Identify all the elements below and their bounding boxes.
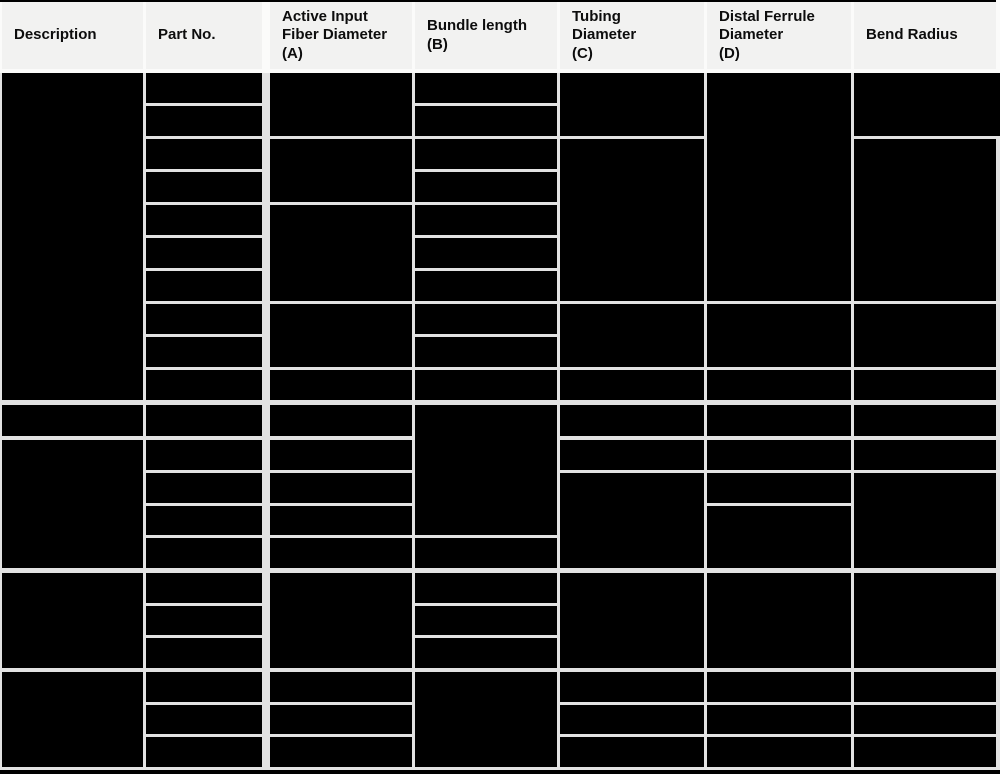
redacted-cell (2, 73, 143, 400)
redacted-cell (854, 73, 1000, 136)
redacted-cell (854, 704, 996, 735)
redacted-cell (707, 440, 851, 470)
redacted-cell (415, 304, 557, 334)
redacted-cell (270, 205, 412, 301)
redacted-cell (560, 472, 704, 568)
redacted-cell (270, 573, 412, 668)
redacted-cell (707, 370, 851, 400)
redacted-cell (415, 139, 557, 169)
redacted-cell (560, 671, 704, 702)
column-header-bend-radius: Bend Radius (854, 0, 996, 69)
redacted-cell (270, 139, 412, 202)
redacted-cell (146, 538, 262, 568)
redacted-cell (270, 405, 412, 436)
redacted-cell (146, 271, 262, 301)
redacted-cell (270, 472, 412, 503)
column-header-part-no: Part No. (146, 0, 262, 69)
redacted-cell (146, 205, 262, 235)
redacted-cell (560, 440, 704, 470)
redacted-cell (270, 704, 412, 735)
redacted-cell (146, 405, 262, 436)
redacted-cell (270, 370, 412, 400)
redacted-cell (854, 304, 996, 367)
redacted-cell (707, 573, 851, 668)
redacted-cell (560, 704, 704, 735)
redacted-cell (2, 405, 143, 436)
redacted-cell (146, 238, 262, 268)
redacted-cell (415, 271, 557, 301)
redacted-cell (854, 472, 996, 568)
table-bottom-border (0, 769, 1000, 774)
redacted-cell (146, 505, 262, 536)
redacted-cell (854, 370, 996, 400)
redacted-cell (854, 573, 996, 668)
column-header-tubing-diameter: Tubing Diameter (C) (560, 0, 704, 69)
redacted-cell (146, 73, 262, 103)
redacted-cell (146, 472, 262, 503)
redacted-cell (2, 440, 143, 568)
redacted-cell (415, 172, 557, 202)
redacted-cell (146, 605, 262, 636)
redacted-cell (146, 671, 262, 702)
redacted-cell (146, 440, 262, 470)
redacted-cell (560, 573, 704, 668)
redacted-cell (415, 337, 557, 367)
redacted-cell (146, 172, 262, 202)
redacted-cell (854, 139, 996, 301)
redacted-cell (560, 405, 704, 436)
redacted-cell (707, 671, 851, 702)
redacted-cell (2, 573, 143, 668)
redacted-cell (707, 737, 851, 767)
redacted-cell (415, 106, 557, 136)
redacted-cell (707, 704, 851, 735)
redacted-cell (415, 370, 557, 400)
redacted-cell (560, 370, 704, 400)
redacted-cell (415, 538, 557, 568)
redacted-cell (146, 106, 262, 136)
redacted-cell (560, 73, 704, 136)
redacted-cell (707, 405, 851, 436)
redacted-cell (415, 238, 557, 268)
redacted-cell (270, 505, 412, 536)
column-header-active-input-fiber-diameter: Active Input Fiber Diameter (A) (270, 0, 412, 69)
redacted-cell (146, 737, 262, 767)
redacted-cell (146, 337, 262, 367)
redacted-cell (560, 737, 704, 767)
redacted-cell (707, 505, 851, 568)
redacted-cell (415, 671, 557, 767)
redacted-cell (2, 671, 143, 767)
redacted-cell (854, 671, 996, 702)
redacted-cell (146, 370, 262, 400)
redacted-cell (270, 73, 412, 136)
redacted-cell (707, 73, 851, 301)
table-top-border (0, 0, 996, 2)
redacted-cell (415, 573, 557, 603)
column-header-bundle-length: Bundle length (B) (415, 0, 557, 69)
redacted-cell (146, 139, 262, 169)
redacted-cell (415, 605, 557, 636)
redacted-cell (270, 737, 412, 767)
redacted-cell (854, 405, 996, 436)
redacted-cell (415, 205, 557, 235)
redacted-cell (415, 638, 557, 668)
redacted-cell (270, 538, 412, 568)
redacted-cell (270, 304, 412, 367)
column-header-distal-ferrule-diameter: Distal Ferrule Diameter (D) (707, 0, 851, 69)
redacted-cell (560, 139, 704, 301)
redacted-cell (146, 573, 262, 603)
redacted-cell (560, 304, 704, 367)
column-header-description: Description (2, 0, 143, 69)
redacted-cell (854, 440, 996, 470)
redacted-cell (146, 638, 262, 668)
redacted-cell (415, 405, 557, 536)
redacted-cell (707, 304, 851, 367)
redacted-cell (270, 671, 412, 702)
redacted-cell (415, 73, 557, 103)
redacted-cell (707, 472, 851, 503)
redacted-cell (854, 737, 996, 767)
redacted-cell (146, 304, 262, 334)
redacted-cell (146, 704, 262, 735)
redacted-cell (270, 440, 412, 470)
